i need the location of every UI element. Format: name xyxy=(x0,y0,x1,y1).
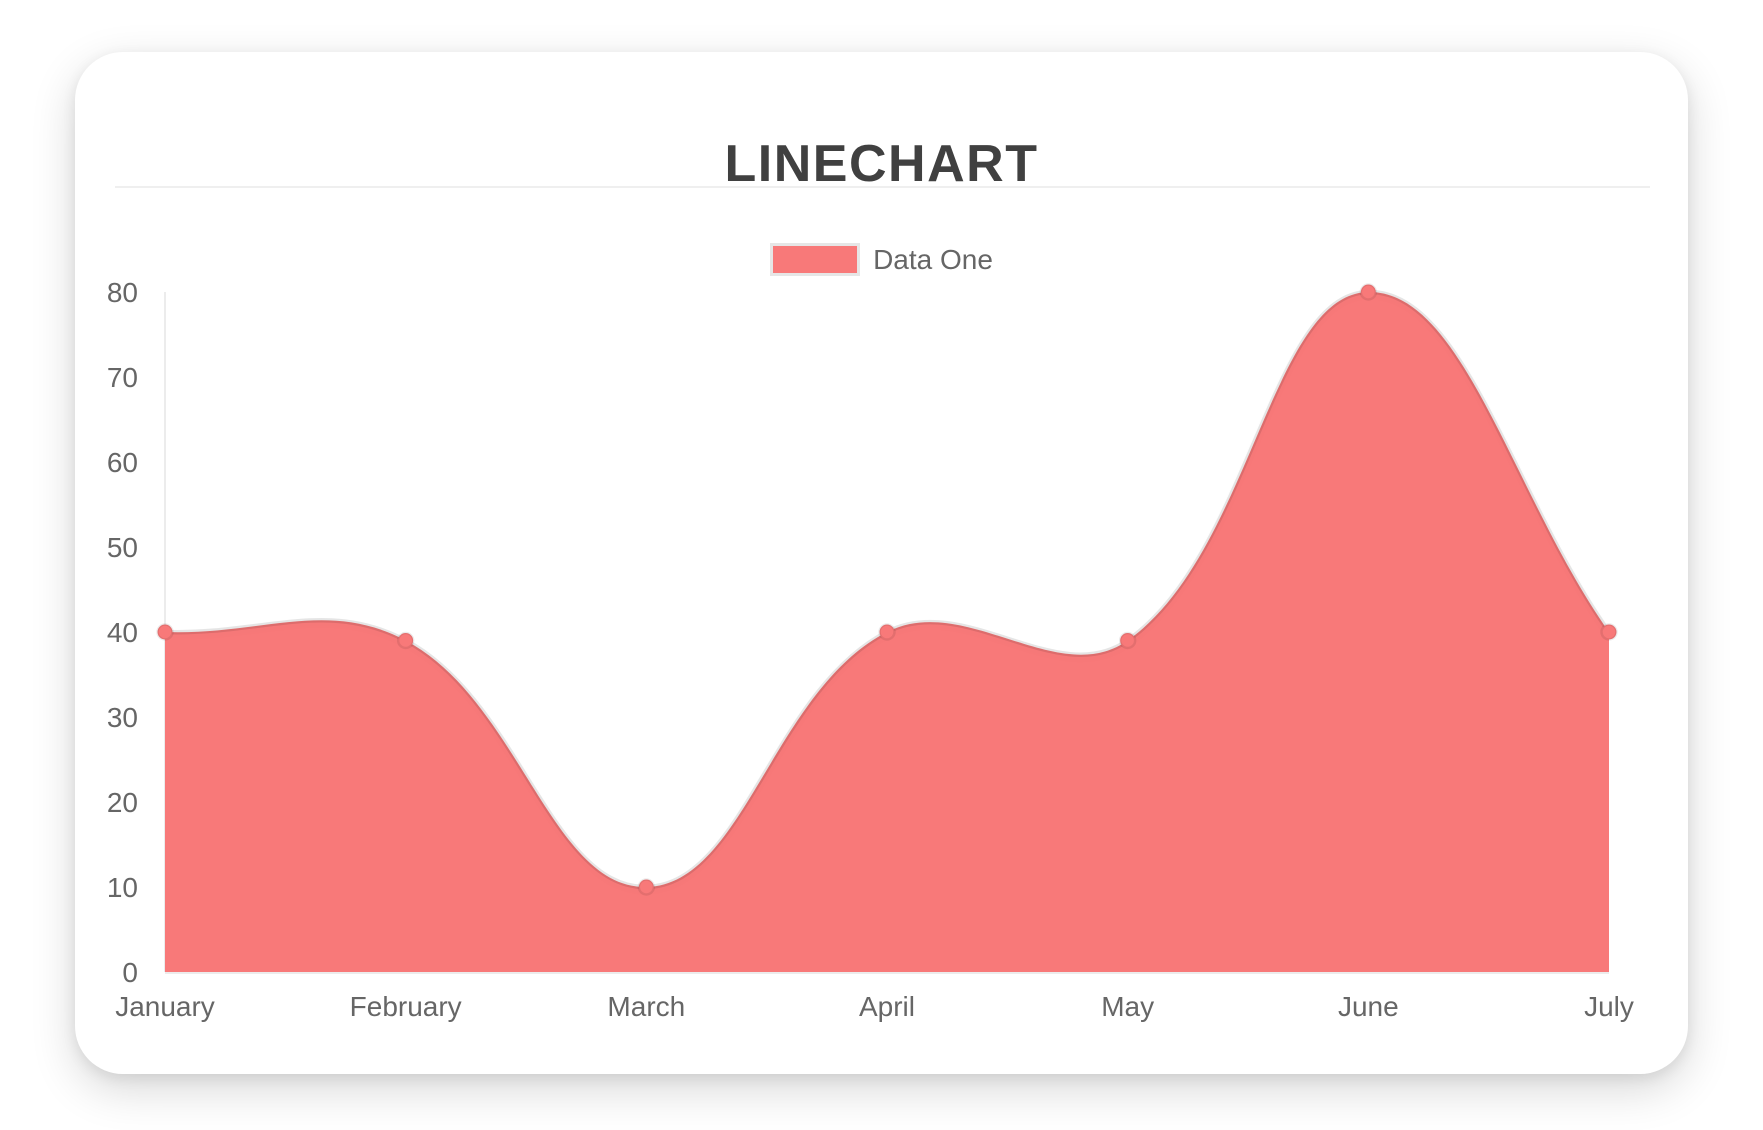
data-point-march[interactable] xyxy=(637,878,656,896)
data-points-group xyxy=(156,283,1618,896)
data-point-april[interactable] xyxy=(878,623,896,641)
chart-card: LINECHART Data One xyxy=(75,52,1688,1074)
legend-item-data-one[interactable]: Data One xyxy=(75,243,1688,276)
legend-label: Data One xyxy=(873,244,993,275)
data-point-february[interactable] xyxy=(396,631,415,650)
legend-swatch xyxy=(770,243,861,276)
data-point-january[interactable] xyxy=(156,623,174,641)
title-divider xyxy=(115,186,1650,188)
data-point-june[interactable] xyxy=(1359,283,1378,301)
chart-title: LINECHART xyxy=(724,135,1039,193)
data-point-may[interactable] xyxy=(1118,631,1137,650)
data-point-july[interactable] xyxy=(1600,623,1618,641)
